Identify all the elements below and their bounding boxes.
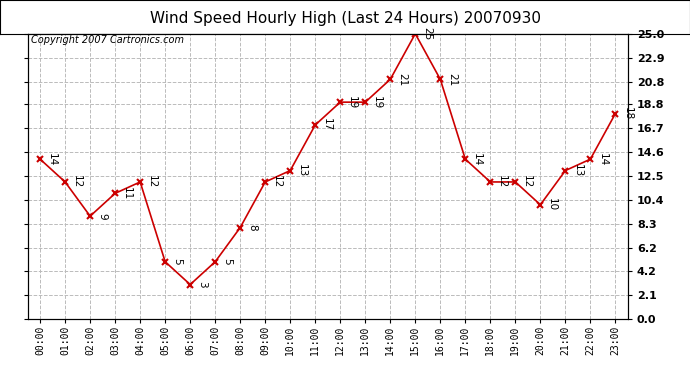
Text: 9: 9 (97, 213, 107, 219)
Text: 14: 14 (47, 153, 57, 166)
Text: Copyright 2007 Cartronics.com: Copyright 2007 Cartronics.com (30, 35, 184, 45)
Text: 12: 12 (272, 176, 282, 189)
Text: 21: 21 (397, 73, 407, 86)
Text: 17: 17 (322, 118, 332, 132)
Text: 5: 5 (172, 258, 182, 265)
Text: 11: 11 (122, 187, 132, 200)
Text: 18: 18 (622, 107, 632, 120)
Text: 13: 13 (297, 164, 307, 177)
Text: 19: 19 (347, 96, 357, 109)
Text: 8: 8 (247, 224, 257, 231)
Text: 14: 14 (598, 153, 607, 166)
Text: 12: 12 (497, 176, 507, 189)
Text: 12: 12 (72, 176, 82, 189)
Text: 13: 13 (572, 164, 582, 177)
Text: 3: 3 (197, 281, 207, 288)
Text: 19: 19 (372, 96, 382, 109)
Text: Wind Speed Hourly High (Last 24 Hours) 20070930: Wind Speed Hourly High (Last 24 Hours) 2… (150, 11, 540, 26)
Text: 12: 12 (522, 176, 532, 189)
Text: 12: 12 (147, 176, 157, 189)
Text: 5: 5 (222, 258, 232, 265)
Text: 10: 10 (547, 198, 558, 211)
Text: 14: 14 (472, 153, 482, 166)
Text: 25: 25 (422, 27, 432, 40)
Text: 21: 21 (447, 73, 457, 86)
